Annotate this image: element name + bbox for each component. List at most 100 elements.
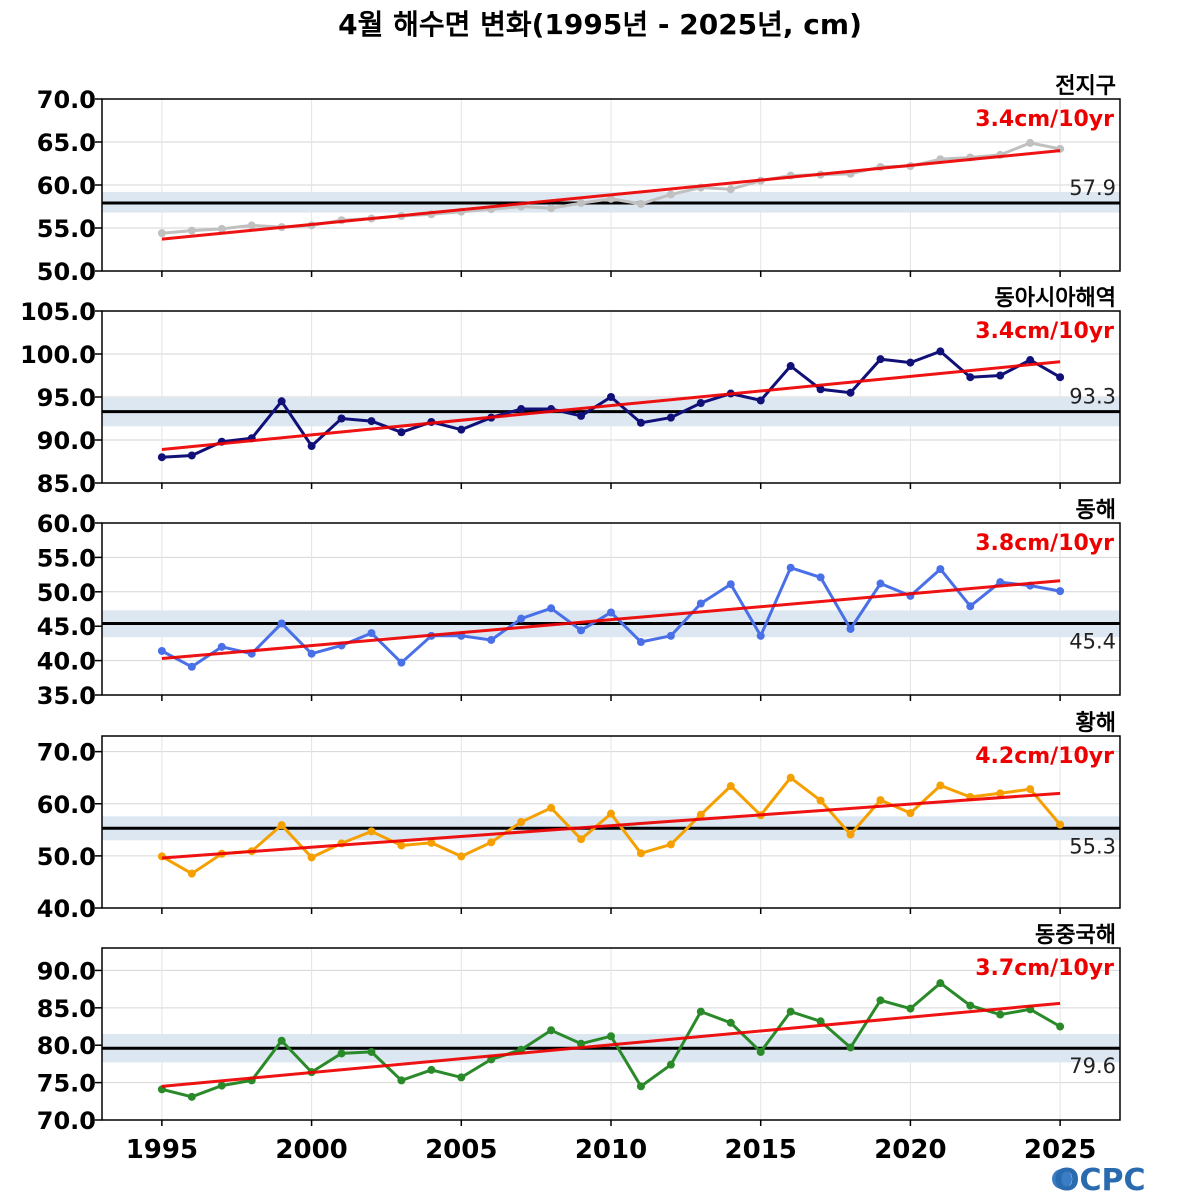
data-point <box>307 853 316 862</box>
data-point <box>816 796 825 805</box>
panel-title: 전지구 <box>1055 74 1116 99</box>
data-point <box>726 185 735 194</box>
data-point <box>1026 138 1035 147</box>
data-point <box>187 451 196 460</box>
data-point <box>876 579 885 588</box>
data-point <box>786 773 795 782</box>
data-point <box>936 781 945 790</box>
data-point <box>217 1081 226 1090</box>
data-point <box>726 580 735 589</box>
panel-5: 70.0 75.0 80.0 85.0 90.0 동중국해 3.7cm/10yr 79.6 <box>37 923 1121 1135</box>
data-point <box>397 841 406 850</box>
x-tick-label: 2025 <box>1024 1135 1096 1165</box>
data-point <box>517 405 526 414</box>
y-tick-label: 50.0 <box>37 579 96 607</box>
data-point <box>547 803 556 812</box>
y-tick-label: 60.0 <box>37 791 96 819</box>
x-tick-label: 2010 <box>575 1135 647 1165</box>
data-point <box>936 565 945 574</box>
data-point <box>577 411 586 420</box>
data-point <box>666 631 675 640</box>
data-point <box>307 649 316 658</box>
data-point <box>936 979 945 988</box>
mean-value-label: 79.6 <box>1069 1054 1116 1078</box>
y-tick-label: 70.0 <box>37 86 96 114</box>
y-tick-label: 105.0 <box>20 298 96 326</box>
mean-value-label: 93.3 <box>1069 385 1116 409</box>
data-point <box>157 453 166 462</box>
data-point <box>1056 1022 1065 1031</box>
data-point <box>906 809 915 818</box>
data-point <box>247 221 256 230</box>
data-point <box>1056 587 1065 596</box>
data-point <box>636 849 645 858</box>
data-point <box>966 1001 975 1010</box>
y-tick-label: 85.0 <box>37 995 96 1023</box>
y-tick-label: 50.0 <box>37 258 96 286</box>
data-point <box>577 1039 586 1048</box>
data-point <box>786 1007 795 1016</box>
data-point <box>846 830 855 839</box>
mean-value-label: 45.4 <box>1069 629 1116 653</box>
trend-rate-label: 3.8cm/10yr <box>975 531 1114 556</box>
mean-value-label: 55.3 <box>1069 834 1116 858</box>
data-point <box>397 1076 406 1085</box>
logo-globe-icon <box>1052 1169 1072 1189</box>
y-tick-label: 100.0 <box>20 341 96 369</box>
trend-line <box>161 791 1061 860</box>
data-point <box>906 1004 915 1013</box>
data-point <box>577 835 586 844</box>
data-point <box>636 638 645 647</box>
data-point <box>726 1018 735 1027</box>
data-point <box>996 371 1005 380</box>
x-axis: 1995 2000 2005 2010 2015 2020 2025 <box>126 1135 1097 1165</box>
data-point <box>1056 820 1065 829</box>
data-point <box>786 362 795 371</box>
data-point <box>607 809 615 818</box>
y-tick-label: 55.0 <box>37 215 96 243</box>
data-point <box>277 619 286 628</box>
panel-3: 35.0 40.0 45.0 50.0 55.0 60.0 동해 3.8cm/10yr 45.4 <box>37 498 1121 710</box>
panel-title: 동해 <box>1076 498 1116 523</box>
data-point <box>607 194 615 203</box>
data-point <box>966 373 975 382</box>
data-point <box>1026 356 1035 365</box>
y-tick-label: 95.0 <box>37 384 96 412</box>
data-point <box>786 563 795 572</box>
y-tick-label: 85.0 <box>37 470 96 498</box>
panel-title: 황해 <box>1076 711 1116 736</box>
trend-line <box>161 360 1061 451</box>
data-point <box>577 626 586 635</box>
data-point <box>996 578 1005 587</box>
data-point <box>607 393 615 401</box>
data-point <box>846 388 855 397</box>
x-tick-label: 2000 <box>275 1135 347 1165</box>
data-point <box>876 996 885 1005</box>
y-tick-label: 35.0 <box>37 682 96 710</box>
x-tick-label: 2020 <box>874 1135 946 1165</box>
data-point <box>696 810 705 819</box>
data-point <box>487 838 496 847</box>
data-point <box>906 358 915 367</box>
data-point <box>816 385 825 394</box>
data-point <box>577 199 586 208</box>
data-point <box>277 397 286 406</box>
data-point <box>517 614 526 623</box>
data-point <box>157 229 166 238</box>
data-point <box>517 818 526 826</box>
data-point <box>277 1036 286 1045</box>
trend-line <box>161 1001 1061 1088</box>
data-point <box>936 347 945 356</box>
data-point <box>1026 785 1035 794</box>
data-point <box>397 658 406 667</box>
chart-panels: 50.0 55.0 60.0 65.0 70.0 전지구 3.4cm/10yr 57.9 85.… <box>20 74 1121 1135</box>
data-point <box>427 838 436 847</box>
panel-2: 85.0 90.0 95.0 100.0 105.0 동아시아해역 3.4cm/10yr 93… <box>20 286 1121 498</box>
data-point <box>157 646 166 655</box>
data-point <box>457 425 466 434</box>
data-point <box>876 796 885 805</box>
mean-value-label: 57.9 <box>1069 176 1116 200</box>
x-tick-label: 1995 <box>126 1135 198 1165</box>
y-tick-label: 55.0 <box>37 544 96 572</box>
